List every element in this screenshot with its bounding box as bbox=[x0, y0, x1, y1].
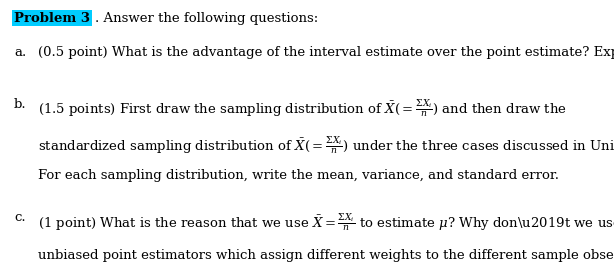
Text: standardized sampling distribution of $\bar{X}(=\frac{\Sigma X_i}{n})$ under the: standardized sampling distribution of $\… bbox=[38, 134, 614, 156]
Text: a.: a. bbox=[14, 46, 26, 59]
Text: unbiased point estimators which assign different weights to the different sample: unbiased point estimators which assign d… bbox=[38, 249, 614, 262]
Text: c.: c. bbox=[14, 211, 26, 224]
Text: Problem 3: Problem 3 bbox=[14, 12, 90, 25]
Text: (1 point) What is the reason that we use $\bar{X} = \frac{\Sigma X_i}{n}$ to est: (1 point) What is the reason that we use… bbox=[38, 211, 614, 233]
Text: . Answer the following questions:: . Answer the following questions: bbox=[95, 12, 319, 25]
Text: b.: b. bbox=[14, 98, 26, 111]
Text: For each sampling distribution, write the mean, variance, and standard error.: For each sampling distribution, write th… bbox=[38, 169, 559, 182]
Text: (1.5 points) First draw the sampling distribution of $\bar{X}(=\frac{\Sigma X_i}: (1.5 points) First draw the sampling dis… bbox=[38, 98, 567, 119]
Text: (0.5 point) What is the advantage of the interval estimate over the point estima: (0.5 point) What is the advantage of the… bbox=[38, 46, 614, 59]
